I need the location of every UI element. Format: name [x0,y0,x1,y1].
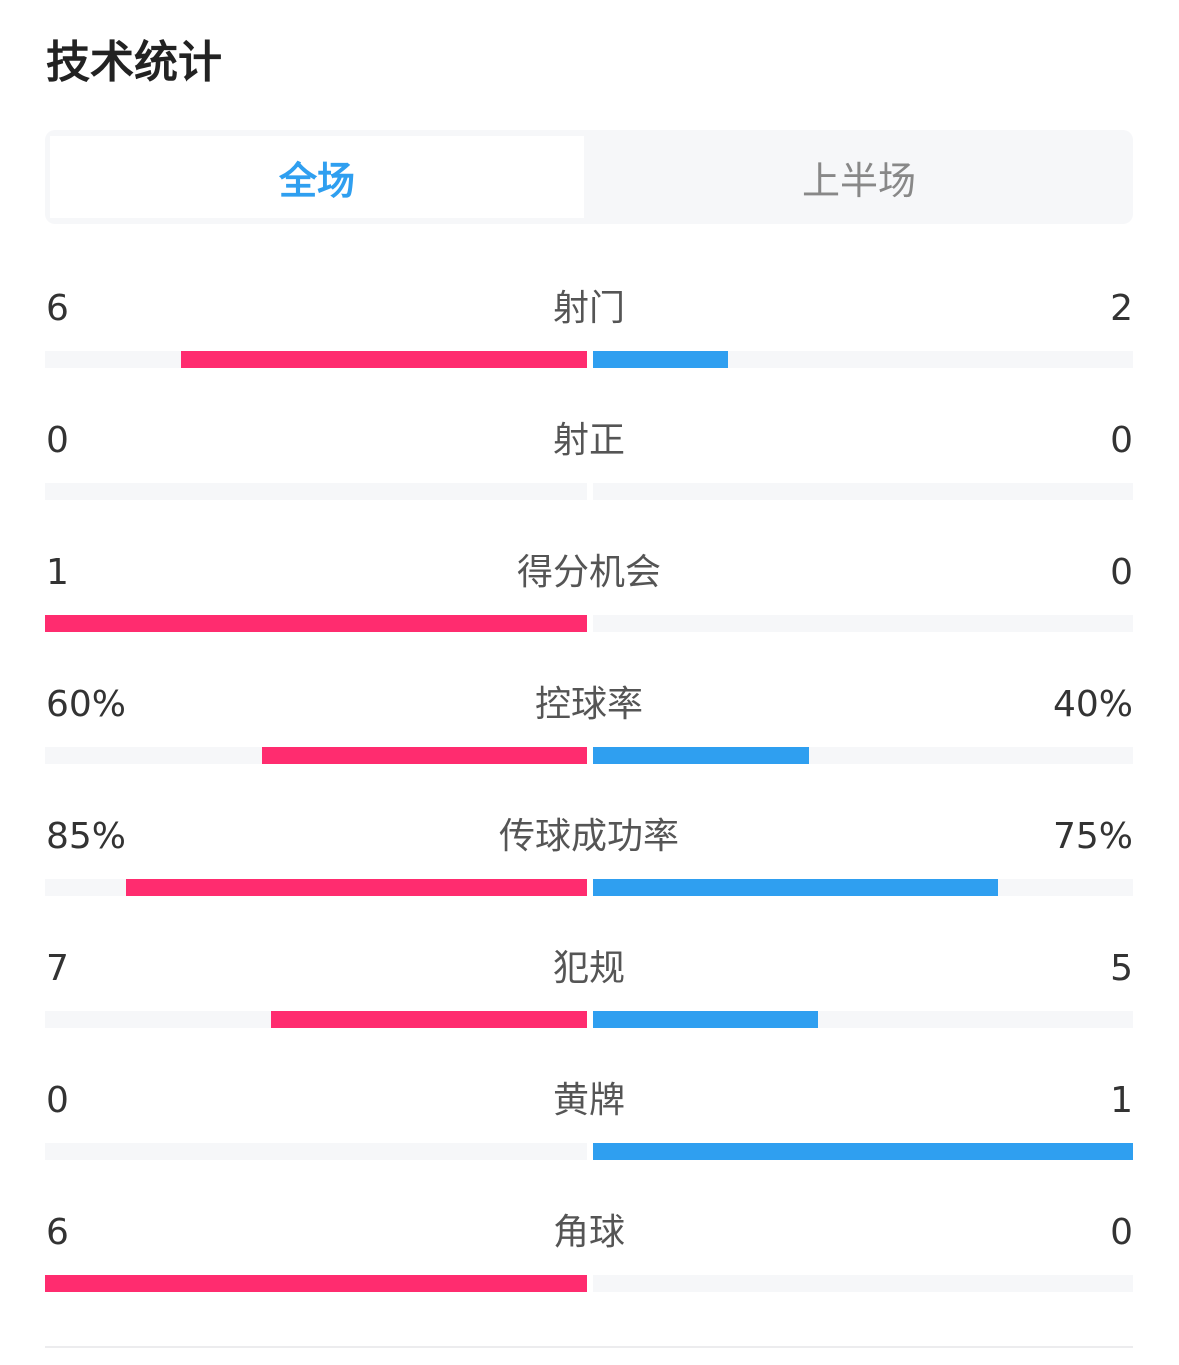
away-bar-track [593,615,1133,632]
home-bar-track [45,351,587,368]
away-bar-track [593,1275,1133,1292]
away-bar-fill [593,879,998,896]
away-bar-track [593,879,1133,896]
away-value: 5 [1110,948,1133,989]
stat-label: 射正 [552,420,625,461]
stat-row: 6 角球 0 [45,1213,1133,1313]
stat-row: 0 射正 0 [45,421,1133,521]
period-tabs: 全场 上半场 [45,130,1133,224]
home-bar-track [45,1275,587,1292]
away-bar-track [593,483,1133,500]
home-bar-track [45,615,587,632]
away-bar-track [593,1011,1133,1028]
away-value: 1 [1110,1080,1133,1121]
away-bar-fill [593,351,728,368]
home-bar-fill [45,1275,587,1292]
tab-full-match[interactable]: 全场 [50,136,584,218]
stat-label: 传球成功率 [498,816,679,857]
home-bar-fill [271,1011,587,1028]
home-bar-fill [126,879,587,896]
home-bar-fill [261,747,587,764]
stat-label: 犯规 [552,948,625,989]
home-bar-fill [45,615,587,632]
home-bar-track [45,747,587,764]
home-value: 7 [46,948,69,989]
away-bar-fill [593,747,809,764]
away-value: 0 [1110,552,1133,593]
away-bar-track [593,747,1133,764]
away-value: 40% [1052,684,1133,725]
stat-label: 黄牌 [552,1080,625,1121]
stat-row: 7 犯规 5 [45,949,1133,1049]
home-bar-track [45,483,587,500]
away-bar-track [593,1143,1133,1160]
stat-label: 射门 [552,288,625,329]
home-value: 0 [46,420,69,461]
away-value: 0 [1110,420,1133,461]
home-value: 85% [46,816,127,857]
home-value: 60% [46,684,127,725]
stat-label: 控球率 [534,684,643,725]
stat-row: 1 得分机会 0 [45,553,1133,653]
tab-first-half[interactable]: 上半场 [801,158,916,203]
stat-row: 85% 传球成功率 75% [45,817,1133,917]
stat-label: 角球 [552,1212,625,1253]
stat-row: 6 射门 2 [45,289,1133,389]
stat-row: 60% 控球率 40% [45,685,1133,785]
stat-label: 得分机会 [516,552,661,593]
away-bar-fill [593,1143,1133,1160]
home-value: 6 [46,288,69,329]
home-bar-track [45,879,587,896]
away-value: 2 [1110,288,1133,329]
home-value: 1 [46,552,69,593]
home-bar-fill [180,351,587,368]
home-value: 0 [46,1080,69,1121]
stat-row: 0 黄牌 1 [45,1081,1133,1181]
away-bar-fill [593,1011,819,1028]
away-value: 0 [1110,1212,1133,1253]
divider [45,1346,1133,1348]
page-title: 技术统计 [46,37,222,88]
away-value: 75% [1052,816,1133,857]
home-value: 6 [46,1212,69,1253]
home-bar-track [45,1011,587,1028]
home-bar-track [45,1143,587,1160]
away-bar-track [593,351,1133,368]
